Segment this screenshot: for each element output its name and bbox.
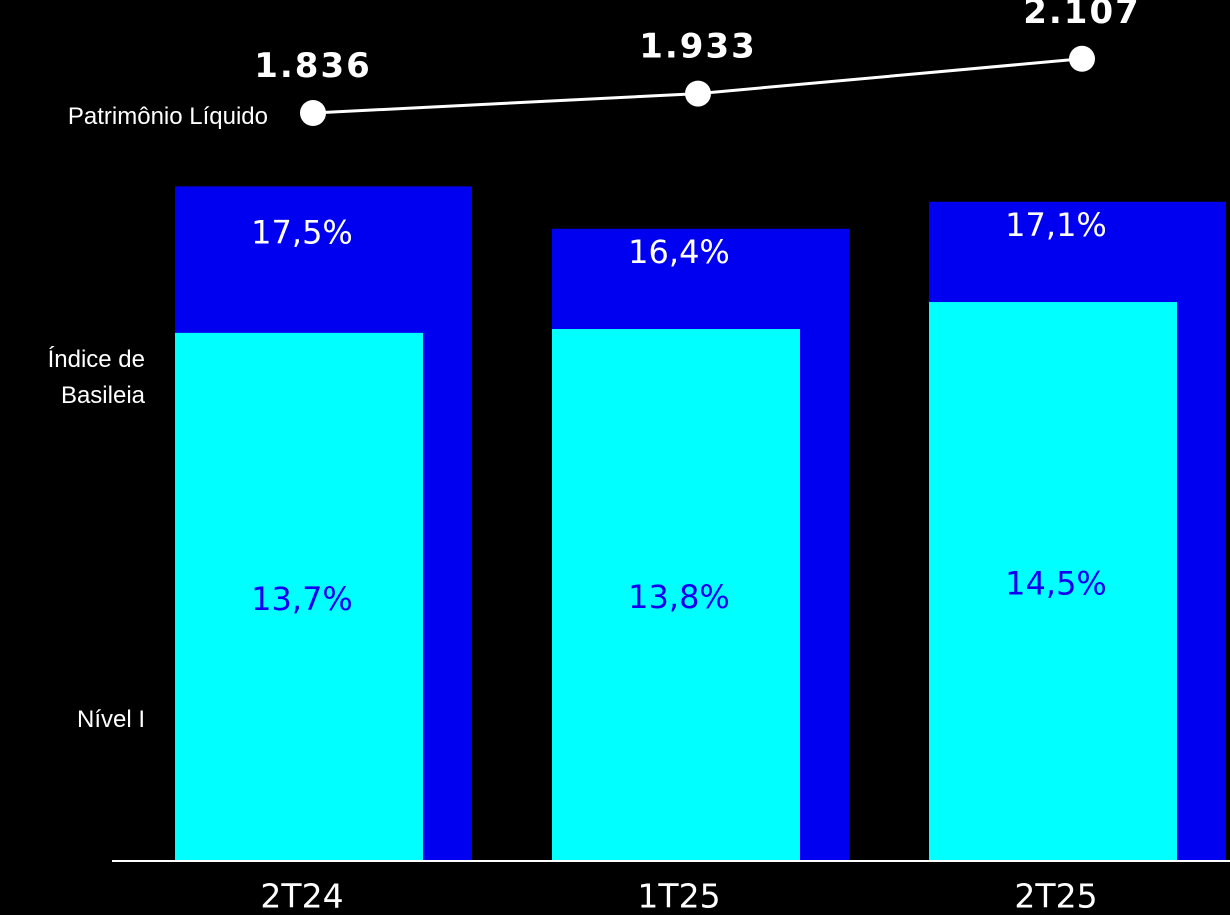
patrimonio-value-1T25: 1.933 [639, 27, 757, 67]
row-label-basileia-line2: Basileia [61, 382, 146, 409]
label-nivel-i-2T25: 14,5% [1005, 565, 1107, 603]
labels-layer: 17,5% 13,7% 2T24 16,4% 13,8% 1T25 17,1% 14,5% 2T… [251, 0, 1141, 915]
label-basileia-1T25: 16,4% [628, 233, 730, 271]
patrimonio-point-1T25 [685, 80, 711, 107]
patrimonio-value-2T25: 2.107 [1023, 0, 1141, 32]
patrimonio-point-2T24 [300, 100, 326, 126]
bar-nivel-i-2T25 [929, 302, 1177, 861]
patrimonio-point-2T25 [1069, 45, 1095, 72]
label-basileia-2T25: 17,1% [1005, 206, 1107, 244]
bar-nivel-i-1T25 [552, 329, 800, 861]
line-layer [300, 45, 1095, 126]
row-label-basileia-line1: Índice de [48, 346, 145, 373]
category-label-2T24: 2T24 [260, 877, 343, 915]
bar-nivel-i-2T24 [175, 332, 423, 861]
label-basileia-2T24: 17,5% [251, 214, 353, 252]
row-label-patrimonio: Patrimônio Líquido [68, 103, 268, 130]
bars-layer [175, 186, 1226, 862]
category-label-2T25: 2T25 [1014, 877, 1097, 915]
patrimonio-value-2T24: 1.836 [254, 46, 372, 86]
label-nivel-i-1T25: 13,8% [628, 578, 730, 616]
category-label-1T25: 1T25 [637, 877, 720, 915]
label-nivel-i-2T24: 13,7% [251, 580, 353, 618]
row-label-nivel-i: Nível I [77, 706, 145, 733]
